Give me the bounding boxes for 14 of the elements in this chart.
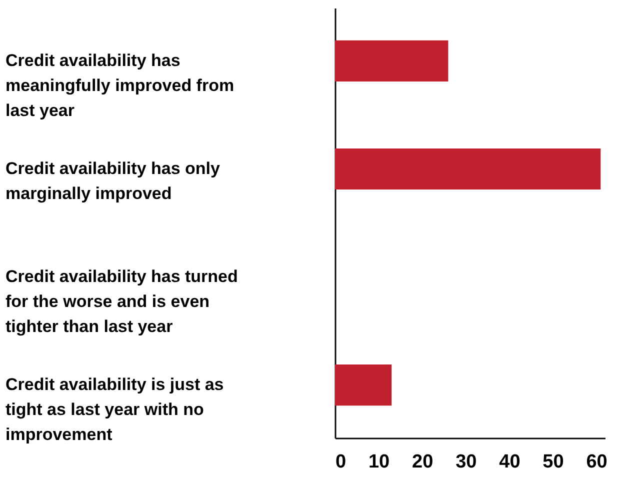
- y-tick-label: Credit availability has meaningfully improved from last year: [6, 50, 234, 120]
- x-tick-label: 30: [456, 452, 477, 472]
- x-tick-label: 40: [499, 452, 520, 472]
- bar: [335, 40, 448, 82]
- x-tick-label: 20: [412, 452, 434, 472]
- x-tick-label: 50: [542, 452, 564, 472]
- bar: [335, 148, 601, 190]
- x-tick-label: 0: [336, 452, 346, 472]
- y-tick-label: Credit availability is just as tight as last year with no improvement: [6, 375, 224, 444]
- x-tick-label: 60: [586, 452, 608, 472]
- bar: [335, 364, 392, 406]
- x-tick-label: 10: [368, 452, 390, 472]
- y-tick-label: Credit availability has only marginally improved: [6, 158, 221, 203]
- y-tick-label: Credit availability has turned for the worse and is even tighter than last year: [6, 267, 238, 336]
